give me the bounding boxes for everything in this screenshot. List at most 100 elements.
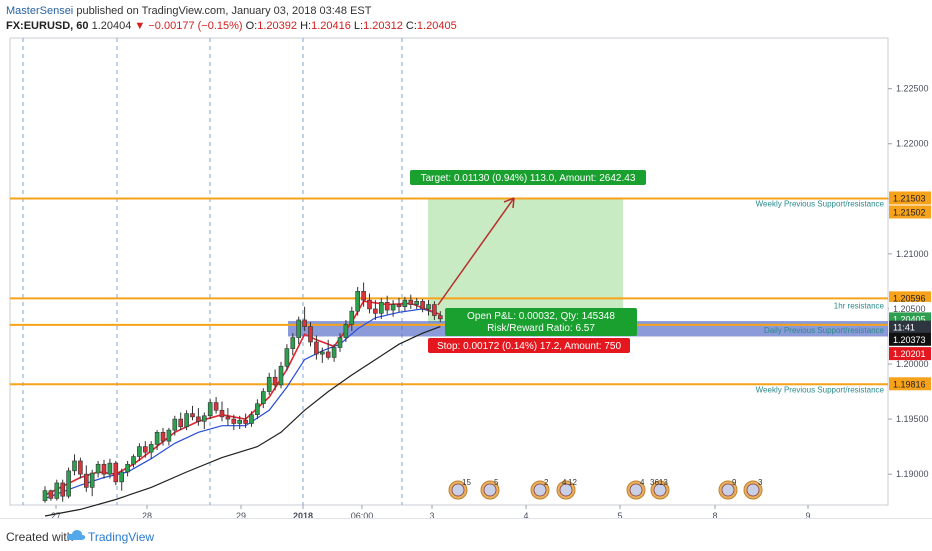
candle [378,297,384,319]
price-tag: 1.20373 [889,332,931,346]
candle [255,399,260,420]
candle-body [219,409,225,418]
low-value: 1.20312 [363,20,403,32]
level-price-tag-text: 1.21503 [893,193,926,203]
event-flag-core [483,483,497,497]
candle [437,311,443,323]
candle [225,408,231,426]
target-zone [428,198,623,323]
economic-event-flag-icon [448,480,468,500]
candle [266,372,272,395]
candle-body [101,463,107,475]
candle-body [296,319,302,338]
candle [249,411,254,427]
low-label: L: [353,20,364,32]
candle-body [343,324,349,338]
price-tag-bg [889,332,931,346]
event-flag-core [629,483,643,497]
candle [373,300,378,320]
candle [131,454,136,468]
candle [72,454,77,476]
candle [196,408,201,426]
candle [160,427,166,446]
candle [260,388,266,409]
candle-body [89,472,95,488]
candle [296,316,302,345]
price-tag-bg [889,301,931,315]
event-flag-count: 12 [568,478,577,487]
target-arrow-line [437,197,515,306]
candle-body [196,416,201,422]
author-link[interactable]: MasterSensei [6,5,74,17]
open-pl-box-text: Risk/Reward Ratio: 6.57 [487,323,595,334]
stop-info-box-bg [428,338,630,353]
candle-body [373,308,378,314]
y-tick-label: 1.20000 [896,359,929,369]
event-flag-core [559,483,573,497]
candle [408,294,414,309]
candle [331,344,337,362]
target-info-box: Target: 0.01130 (0.94%) 113.0, Amount: 2… [410,170,646,185]
event-flag-core [746,483,760,497]
candle-body [325,351,331,358]
level-price-tag: 1.19816 [889,377,931,391]
candle-body [437,315,443,320]
open-pl-box-text: Open P&L: 0.00032, Qty: 145348 [467,311,615,322]
price-chart[interactable]: 1.225001.220001.215001.210001.205001.200… [0,0,932,518]
level-price-tag: 1.21503 1.21502 [889,191,931,219]
candle [137,443,142,461]
y-tick-label: 1.21000 [896,249,929,259]
price-tag-bg [889,347,931,361]
price-tag-text: 11:41 [893,323,915,333]
open-pl-box: Open P&L: 0.00032, Qty: 145348Risk/Rewar… [445,308,637,336]
price-tag: 1.20201 [889,347,931,361]
open-label: O: [245,20,258,32]
candle-body [390,304,396,311]
candle-body [378,302,384,314]
economic-event-flag-icon [718,480,738,500]
candle [337,333,343,352]
candle [426,300,431,316]
price-tag-bg [889,320,931,334]
event-flag-core [533,483,547,497]
stop-info-box: Stop: 0.00172 (0.14%) 17.2, Amount: 750 [428,338,630,353]
candle-body [66,470,71,497]
candle-body [231,418,237,424]
candle [290,333,296,356]
candle [172,415,178,436]
candle [190,405,195,421]
price-tag-text: 1.20405 [893,314,926,324]
candle-body [420,300,425,310]
candle-body [302,319,307,327]
candle [243,413,248,428]
candle-body [213,402,219,411]
candle [355,286,361,316]
candle [66,467,71,499]
candle-body [95,463,101,474]
event-flag-core [451,483,465,497]
candle-body [278,365,284,386]
created-with-text: Created with [6,530,74,544]
symbol-label[interactable]: FX:EURUSD, 60 [6,20,89,32]
candle [125,460,130,477]
candle-body [266,376,272,392]
tradingview-brand-link[interactable]: TradingView [88,530,155,544]
candle-body [72,460,77,472]
level-price-tag: 1.20596 [889,291,931,305]
last-price: 1.20404 [91,20,132,32]
candle [42,486,48,503]
candle [207,399,213,420]
candle-body [331,347,337,358]
candle [101,459,107,479]
event-flag-count: 5 [494,478,499,487]
candle [308,322,313,347]
candle [60,479,66,502]
level-label: Weekly Previous Support/resistance [756,199,885,208]
candle-body [172,418,178,431]
y-tick-label: 1.19500 [896,414,929,424]
candle [107,458,113,479]
x-tick-label: 5 [617,511,622,518]
x-tick-label: 06:00 [351,511,374,518]
candle [278,361,284,389]
publish-line: MasterSensei published on TradingView.co… [6,5,372,17]
